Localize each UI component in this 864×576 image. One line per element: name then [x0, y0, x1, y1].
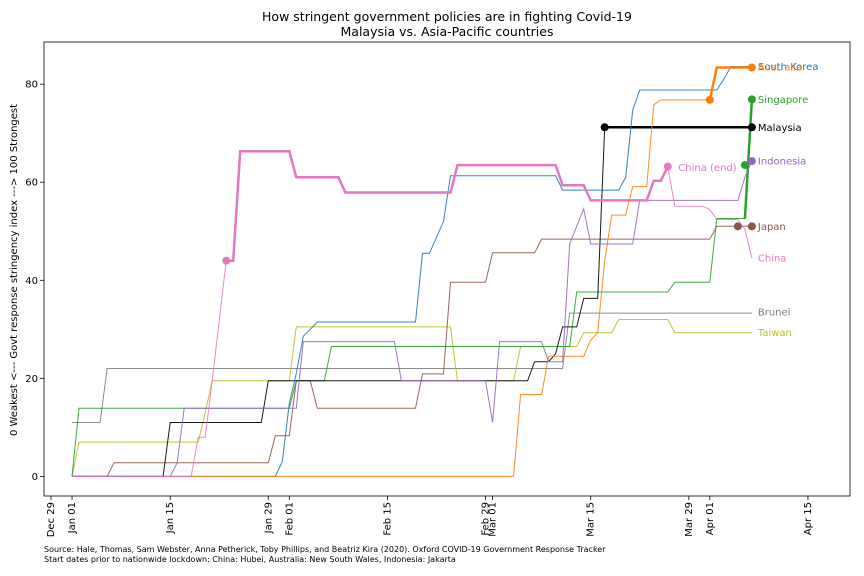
chart-subtitle: Malaysia vs. Asia-Pacific countries — [341, 24, 554, 39]
series-marker-china — [663, 162, 672, 171]
series-line-thick-australia — [708, 66, 752, 101]
series-line-singapore — [71, 99, 753, 477]
series-label-brunei: Brunei — [758, 308, 791, 319]
series-line-south-korea — [72, 66, 752, 477]
x-tick-label: Jan 01 — [67, 502, 78, 534]
source-footnote: Source: Hale, Thomas, Sam Webster, Anna … — [44, 545, 606, 554]
x-tick-label: Dec 29 — [46, 502, 57, 537]
series-marker-malaysia — [600, 123, 609, 132]
series-marker-australia — [705, 95, 714, 104]
series-marker-australia — [747, 63, 756, 72]
series-marker-japan — [733, 222, 742, 231]
x-tick-label: Mar 29 — [684, 502, 695, 537]
series-line-china-start — [72, 260, 227, 477]
y-axis-label: 0 Weakest <--- Govt response stringency … — [9, 104, 20, 436]
series-label-australia: Australia — [758, 63, 802, 74]
series-marker-china — [222, 256, 231, 265]
series-line-china-thick — [226, 150, 669, 262]
x-tick-label: Feb 01 — [284, 502, 295, 536]
series-label-taiwan: Taiwan — [757, 328, 792, 339]
series-line-malaysia — [72, 126, 752, 477]
x-tick-label: Mar 15 — [586, 502, 597, 537]
series-marker-japan — [747, 222, 756, 231]
start-dates-footnote: Start dates prior to nationwide lockdown… — [44, 555, 456, 564]
series-label-japan: Japan — [757, 222, 786, 233]
y-tick-label: 40 — [25, 276, 38, 287]
x-tick-label: Feb 29 — [481, 502, 492, 536]
series-line-china-end — [667, 166, 753, 259]
series-line-brunei — [72, 312, 752, 423]
series-label-south-korea: South Korea — [758, 62, 819, 73]
series-line-australia — [72, 67, 752, 477]
series-label-china: China — [758, 254, 787, 265]
series-label-china-end-: China (end) — [678, 163, 736, 174]
series-label-malaysia: Malaysia — [758, 123, 802, 134]
series-label-indonesia: Indonesia — [758, 157, 806, 168]
series-marker-singapore — [740, 161, 749, 170]
x-tick-label: Apr 15 — [803, 502, 814, 535]
y-tick-label: 0 — [32, 472, 38, 483]
y-tick-label: 80 — [25, 80, 38, 91]
series-marker-indonesia — [747, 157, 756, 166]
plot-frame — [43, 41, 851, 497]
y-tick-label: 20 — [25, 374, 38, 385]
series-line-indonesia — [72, 160, 753, 477]
series-marker-malaysia — [747, 123, 756, 132]
x-tick-label: Jan 29 — [263, 502, 274, 534]
y-tick-label: 60 — [25, 178, 38, 189]
series-line-taiwan — [71, 319, 752, 477]
x-tick-label: Apr 01 — [705, 502, 716, 535]
chart-title: How stringent government policies are in… — [262, 9, 632, 24]
series-line-thick-singapore — [743, 99, 754, 219]
plot-area: 0 20 40 60 80 Dec 29 Jan 01 Jan 15 Jan 29 Feb 01 F… — [25, 41, 851, 537]
x-tick-label: Mar 01 — [488, 502, 499, 537]
series-line-japan — [72, 225, 752, 477]
x-tick-label: Feb 15 — [382, 502, 393, 536]
series-label-singapore: Singapore — [758, 95, 808, 106]
series-marker-singapore — [747, 95, 756, 104]
x-tick-label: Jan 15 — [165, 502, 176, 534]
